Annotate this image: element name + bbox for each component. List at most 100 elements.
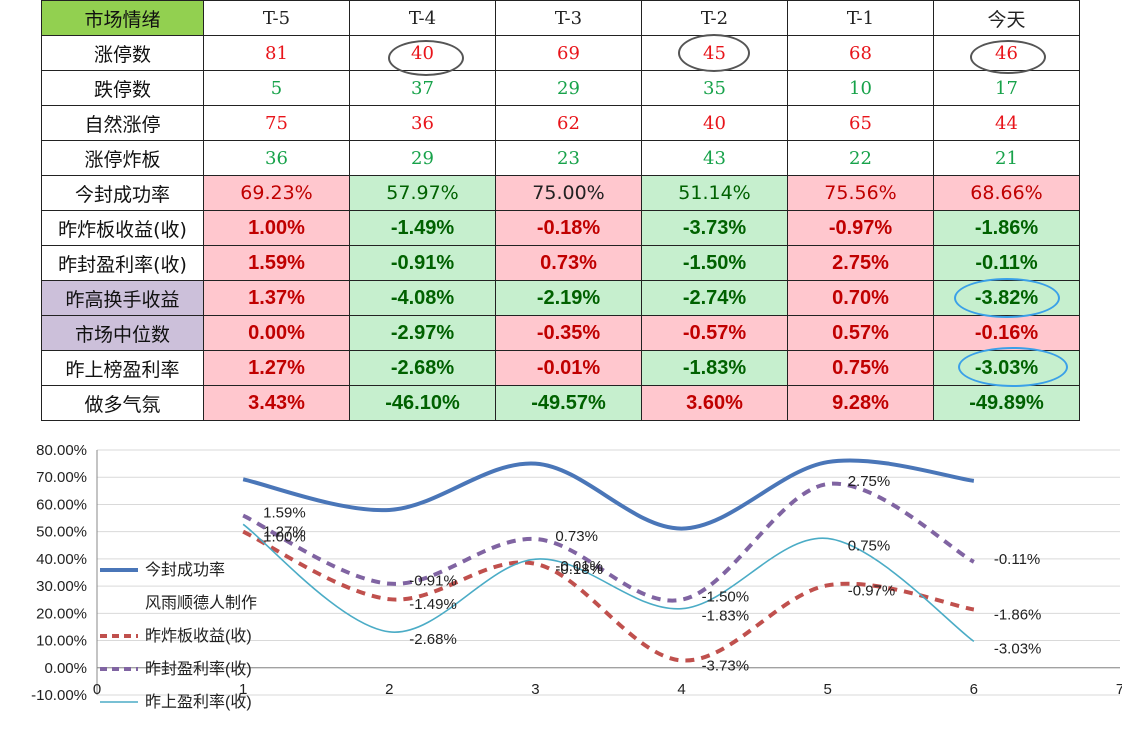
row-label-cell[interactable]: 昨炸板收益(收) xyxy=(41,210,204,246)
table-cell[interactable]: -0.18% xyxy=(495,210,642,246)
table-cell[interactable]: 44 xyxy=(933,105,1080,141)
table-cell[interactable]: 51.14% xyxy=(641,175,788,211)
table-row: 今封成功率 69.23% 57.97% 75.00% 51.14% 75.56% 68.66… xyxy=(41,175,1080,211)
table-cell[interactable]: -3.82% xyxy=(933,280,1080,316)
table-cell[interactable]: -49.57% xyxy=(495,385,642,421)
series-line xyxy=(242,523,975,643)
table-cell[interactable]: -1.50% xyxy=(641,245,788,281)
y-tick-label: 60.00% xyxy=(36,496,87,513)
data-label: -0.11% xyxy=(994,551,1040,568)
series-line xyxy=(242,529,975,663)
table-cell[interactable]: -1.86% xyxy=(933,210,1080,246)
table-cell[interactable]: -1.49% xyxy=(349,210,496,246)
table-cell[interactable]: 43 xyxy=(641,140,788,176)
table-cell[interactable]: -0.35% xyxy=(495,315,642,351)
table-cell[interactable]: 1.59% xyxy=(203,245,350,281)
table-cell[interactable]: -0.57% xyxy=(641,315,788,351)
table-cell[interactable]: 35 xyxy=(641,70,788,106)
table-cell[interactable]: 40 xyxy=(349,35,496,71)
table-cell[interactable]: 10 xyxy=(787,70,934,106)
table-cell[interactable]: 75 xyxy=(203,105,350,141)
table-row: 涨停炸板 36 29 23 43 22 21 xyxy=(41,140,1080,176)
table-cell[interactable]: -46.10% xyxy=(349,385,496,421)
table-cell[interactable]: 1.37% xyxy=(203,280,350,316)
legend-label: 昨上盈利率(收) xyxy=(145,693,252,711)
column-header[interactable]: T-1 xyxy=(787,0,934,36)
row-label-cell[interactable]: 今封成功率 xyxy=(41,175,204,211)
column-header[interactable]: T-2 xyxy=(641,0,788,36)
table-cell[interactable]: 29 xyxy=(495,70,642,106)
table-cell[interactable]: -0.97% xyxy=(787,210,934,246)
x-tick-label: 2 xyxy=(385,681,393,698)
table-cell[interactable]: -4.08% xyxy=(349,280,496,316)
table-cell[interactable]: 75.00% xyxy=(495,175,642,211)
table-cell[interactable]: 37 xyxy=(349,70,496,106)
table-cell[interactable]: -3.73% xyxy=(641,210,788,246)
table-cell[interactable]: -49.89% xyxy=(933,385,1080,421)
table-cell[interactable]: -0.11% xyxy=(933,245,1080,281)
column-header[interactable]: 今天 xyxy=(933,0,1080,36)
table-cell[interactable]: -2.68% xyxy=(349,350,496,386)
table-cell[interactable]: 22 xyxy=(787,140,934,176)
column-header[interactable]: T-4 xyxy=(349,0,496,36)
table-cell[interactable]: 0.00% xyxy=(203,315,350,351)
table-cell[interactable]: 57.97% xyxy=(349,175,496,211)
table-cell[interactable]: 81 xyxy=(203,35,350,71)
table-cell[interactable]: 2.75% xyxy=(787,245,934,281)
table-cell[interactable]: 0.75% xyxy=(787,350,934,386)
data-label: -1.50% xyxy=(702,589,750,606)
table-cell[interactable]: 17 xyxy=(933,70,1080,106)
row-label-cell[interactable]: 跌停数 xyxy=(41,70,204,106)
row-label-cell[interactable]: 涨停数 xyxy=(41,35,204,71)
table-cell[interactable]: 9.28% xyxy=(787,385,934,421)
table-cell[interactable]: 0.73% xyxy=(495,245,642,281)
row-label-cell[interactable]: 昨高换手收益 xyxy=(41,280,204,316)
data-label: -0.18% xyxy=(555,561,603,578)
row-label-cell[interactable]: 涨停炸板 xyxy=(41,140,204,176)
data-label: 0.73% xyxy=(555,528,598,545)
table-cell[interactable]: 0.57% xyxy=(787,315,934,351)
table-cell[interactable]: 69 xyxy=(495,35,642,71)
row-label-cell[interactable]: 自然涨停 xyxy=(41,105,204,141)
y-tick-label: 40.00% xyxy=(36,551,87,568)
data-label: -0.91% xyxy=(409,573,457,590)
table-cell[interactable]: 1.27% xyxy=(203,350,350,386)
table-cell[interactable]: 40 xyxy=(641,105,788,141)
header-label-cell[interactable]: 市场情绪 xyxy=(41,0,204,36)
table-cell[interactable]: 68.66% xyxy=(933,175,1080,211)
table-cell[interactable]: 29 xyxy=(349,140,496,176)
row-label-cell[interactable]: 昨封盈利率(收) xyxy=(41,245,204,281)
table-cell[interactable]: 5 xyxy=(203,70,350,106)
table-cell[interactable]: -0.01% xyxy=(495,350,642,386)
table-cell[interactable]: -2.74% xyxy=(641,280,788,316)
table-cell[interactable]: 65 xyxy=(787,105,934,141)
table-cell[interactable]: 45 xyxy=(641,35,788,71)
table-cell[interactable]: -2.19% xyxy=(495,280,642,316)
column-header[interactable]: T-3 xyxy=(495,0,642,36)
table-row: 市场中位数 0.00% -2.97% -0.35% -0.57% 0.57% -0.16% xyxy=(41,315,1080,351)
table-cell[interactable]: 3.43% xyxy=(203,385,350,421)
row-label-cell[interactable]: 做多气氛 xyxy=(41,385,204,421)
table-row: 跌停数 5 37 29 35 10 17 xyxy=(41,70,1080,106)
data-label: -1.83% xyxy=(702,608,750,625)
table-cell[interactable]: -3.03% xyxy=(933,350,1080,386)
table-cell[interactable]: 21 xyxy=(933,140,1080,176)
row-label-cell[interactable]: 昨上榜盈利率 xyxy=(41,350,204,386)
table-cell[interactable]: 1.00% xyxy=(203,210,350,246)
table-cell[interactable]: 68 xyxy=(787,35,934,71)
table-cell[interactable]: 23 xyxy=(495,140,642,176)
table-cell[interactable]: 3.60% xyxy=(641,385,788,421)
table-cell[interactable]: 62 xyxy=(495,105,642,141)
table-cell[interactable]: 69.23% xyxy=(203,175,350,211)
table-cell[interactable]: -1.83% xyxy=(641,350,788,386)
table-cell[interactable]: 46 xyxy=(933,35,1080,71)
table-cell[interactable]: 75.56% xyxy=(787,175,934,211)
table-cell[interactable]: -2.97% xyxy=(349,315,496,351)
table-cell[interactable]: 36 xyxy=(203,140,350,176)
row-label-cell[interactable]: 市场中位数 xyxy=(41,315,204,351)
table-cell[interactable]: 36 xyxy=(349,105,496,141)
table-cell[interactable]: 0.70% xyxy=(787,280,934,316)
table-cell[interactable]: -0.91% xyxy=(349,245,496,281)
column-header[interactable]: T-5 xyxy=(203,0,350,36)
table-cell[interactable]: -0.16% xyxy=(933,315,1080,351)
